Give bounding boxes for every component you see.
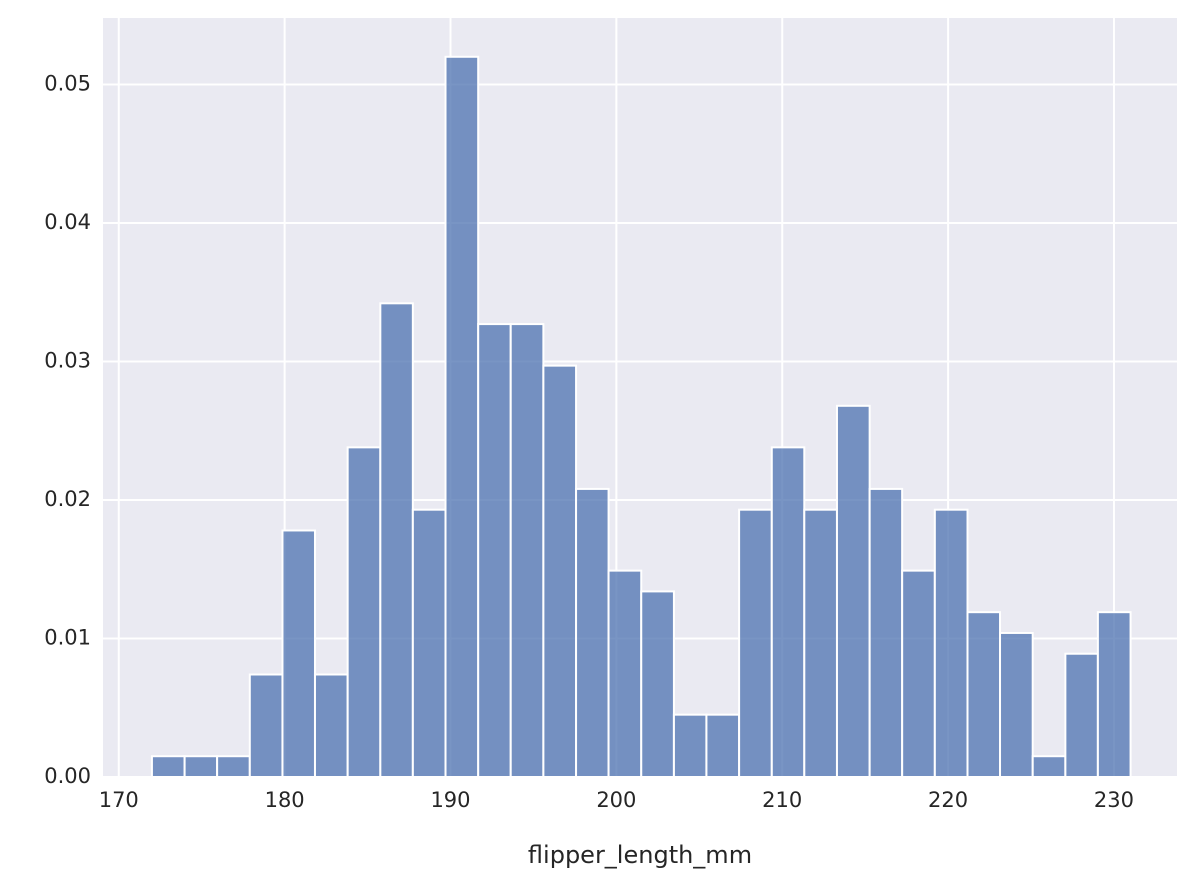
bar — [738, 508, 773, 778]
x-tick-label: 170 — [99, 788, 139, 812]
x-tick-label: 200 — [596, 788, 636, 812]
bar — [411, 508, 447, 778]
bar — [835, 404, 871, 778]
bar — [444, 55, 480, 779]
bar — [933, 508, 969, 778]
bar — [575, 487, 610, 778]
bar — [346, 446, 382, 778]
bar — [901, 569, 936, 779]
y-tick-label: 0.02 — [44, 487, 91, 511]
bar — [607, 569, 643, 779]
x-tick-label: 220 — [928, 788, 968, 812]
bar — [705, 713, 741, 778]
y-tick-label: 0.04 — [44, 210, 91, 234]
bar — [313, 673, 349, 779]
bar — [1096, 611, 1132, 778]
bar — [183, 755, 219, 778]
x-tick-label: 230 — [1094, 788, 1134, 812]
y-tick-label: 0.05 — [44, 71, 91, 95]
bar — [281, 529, 316, 778]
bar — [509, 323, 545, 778]
y-tick-label: 0.03 — [44, 348, 91, 372]
bar — [803, 508, 838, 778]
bar — [1064, 652, 1099, 778]
bar — [640, 590, 675, 778]
x-tick-label: 190 — [430, 788, 470, 812]
bar — [672, 713, 708, 778]
y-tick-label: 0.00 — [44, 764, 91, 788]
bar — [542, 364, 578, 778]
bar — [868, 487, 904, 778]
bar — [999, 631, 1034, 778]
x-axis-label: flipper_length_mm — [528, 841, 752, 869]
bar — [216, 755, 251, 778]
bar — [770, 446, 806, 778]
bar — [150, 755, 186, 778]
bar — [966, 611, 1002, 778]
x-tick-label: 180 — [265, 788, 305, 812]
x-tick-label: 210 — [762, 788, 802, 812]
bar — [477, 323, 512, 778]
bar — [379, 302, 414, 778]
y-tick-label: 0.01 — [44, 625, 91, 649]
bar — [1031, 755, 1067, 778]
bar — [248, 673, 284, 779]
